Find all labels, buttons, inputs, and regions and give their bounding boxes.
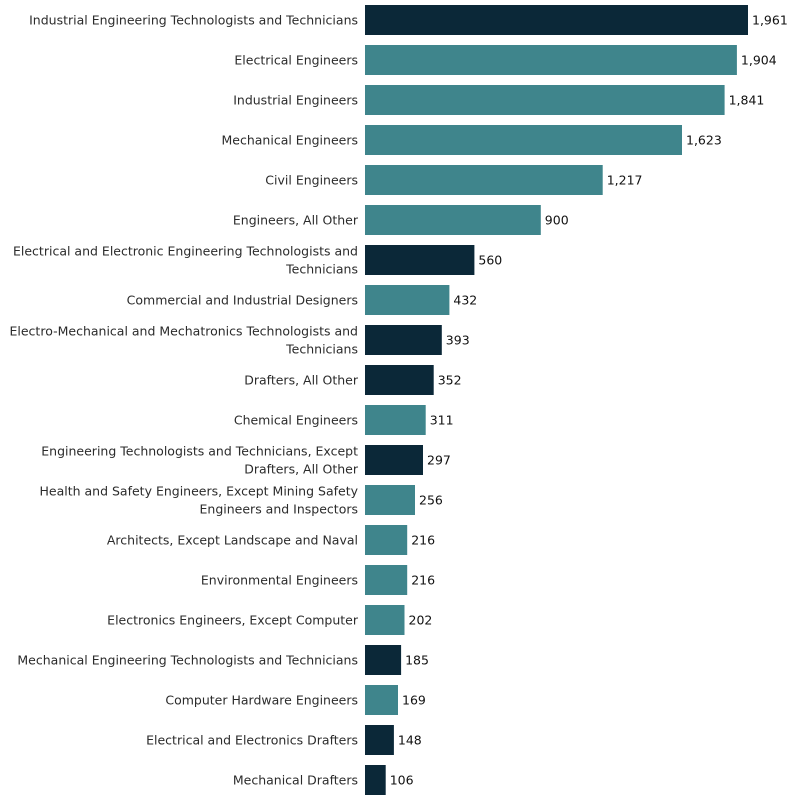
category-label: Industrial Engineering Technologists and…: [29, 13, 358, 28]
value-label: 900: [545, 213, 569, 228]
bar: [365, 605, 405, 635]
bar: [365, 405, 426, 435]
category-label: Civil Engineers: [265, 173, 358, 188]
bar: [365, 725, 394, 755]
category-label-line: Commercial and Industrial Designers: [127, 293, 358, 308]
bar: [365, 165, 603, 195]
value-label: 106: [390, 773, 414, 788]
category-label-line: Engineers and Inspectors: [200, 502, 358, 517]
category-label-line: Chemical Engineers: [234, 413, 358, 428]
category-label: Electrical and Electronics Drafters: [146, 733, 358, 748]
value-label: 202: [409, 613, 433, 628]
category-label-line: Industrial Engineering Technologists and…: [29, 13, 358, 28]
bar: [365, 85, 725, 115]
value-label: 216: [411, 573, 435, 588]
category-label-line: Electro-Mechanical and Mechatronics Tech…: [10, 324, 359, 339]
bar: [365, 5, 748, 35]
category-label-line: Computer Hardware Engineers: [165, 693, 358, 708]
bar: [365, 365, 434, 395]
bar: [365, 245, 475, 275]
value-label: 148: [398, 733, 422, 748]
value-label: 1,961: [752, 13, 788, 28]
category-label-line: Civil Engineers: [265, 173, 358, 188]
category-label-line: Technicians: [285, 342, 358, 357]
category-label: Mechanical Engineering Technologists and…: [17, 653, 358, 668]
value-label: 216: [411, 533, 435, 548]
bar: [365, 525, 408, 555]
category-label: Mechanical Engineers: [222, 133, 359, 148]
category-label-line: Industrial Engineers: [233, 93, 358, 108]
category-label-line: Engineering Technologists and Technician…: [41, 444, 358, 459]
category-label-line: Drafters, All Other: [244, 462, 359, 477]
category-label: Engineers, All Other: [233, 213, 359, 228]
category-label: Electrical Engineers: [234, 53, 358, 68]
value-label: 352: [438, 373, 462, 388]
category-label-line: Mechanical Engineering Technologists and…: [17, 653, 358, 668]
bar: [365, 485, 415, 515]
category-label-line: Electrical and Electronics Drafters: [146, 733, 358, 748]
bar: [365, 565, 408, 595]
category-label-line: Architects, Except Landscape and Naval: [107, 533, 358, 548]
value-label: 311: [430, 413, 454, 428]
value-label: 1,217: [607, 173, 643, 188]
category-label: Mechanical Drafters: [233, 773, 358, 788]
value-label: 1,841: [729, 93, 765, 108]
bars-layer: [365, 5, 748, 795]
bar: [365, 285, 450, 315]
category-label: Electronics Engineers, Except Computer: [107, 613, 359, 628]
category-label-line: Electronics Engineers, Except Computer: [107, 613, 359, 628]
category-label-line: Health and Safety Engineers, Except Mini…: [39, 484, 358, 499]
category-label: Drafters, All Other: [244, 373, 359, 388]
value-label: 393: [446, 333, 470, 348]
category-label-line: Electrical and Electronic Engineering Te…: [13, 244, 358, 259]
value-label: 1,623: [686, 133, 722, 148]
bar: [365, 685, 398, 715]
category-label-line: Engineers, All Other: [233, 213, 359, 228]
category-label: Electrical and Electronic Engineering Te…: [13, 244, 358, 277]
value-label: 169: [402, 693, 426, 708]
category-label-line: Environmental Engineers: [201, 573, 358, 588]
category-label-line: Mechanical Engineers: [222, 133, 359, 148]
bar: [365, 445, 423, 475]
category-label: Health and Safety Engineers, Except Mini…: [39, 484, 358, 517]
category-label: Engineering Technologists and Technician…: [41, 444, 359, 477]
category-label: Commercial and Industrial Designers: [127, 293, 358, 308]
category-label: Architects, Except Landscape and Naval: [107, 533, 358, 548]
category-label: Chemical Engineers: [234, 413, 358, 428]
value-label: 432: [453, 293, 477, 308]
value-label: 1,904: [741, 53, 777, 68]
bar: [365, 645, 402, 675]
category-label: Electro-Mechanical and Mechatronics Tech…: [10, 324, 359, 357]
bar: [365, 765, 386, 795]
category-label: Environmental Engineers: [201, 573, 358, 588]
value-label: 297: [427, 453, 451, 468]
bar: [365, 45, 737, 75]
bar: [365, 325, 442, 355]
bar: [365, 125, 682, 155]
value-label: 560: [478, 253, 502, 268]
category-label-line: Mechanical Drafters: [233, 773, 358, 788]
category-labels-layer: Industrial Engineering Technologists and…: [10, 13, 359, 788]
category-label-line: Drafters, All Other: [244, 373, 359, 388]
category-label-line: Electrical Engineers: [234, 53, 358, 68]
value-label: 185: [405, 653, 429, 668]
bar: [365, 205, 541, 235]
category-label-line: Technicians: [285, 262, 358, 277]
value-labels-layer: 1,961 1,904 1,841 1,623 1,217 900 560 432 393 352…: [390, 13, 788, 788]
value-label: 256: [419, 493, 443, 508]
category-label: Industrial Engineers: [233, 93, 358, 108]
category-label: Computer Hardware Engineers: [165, 693, 358, 708]
